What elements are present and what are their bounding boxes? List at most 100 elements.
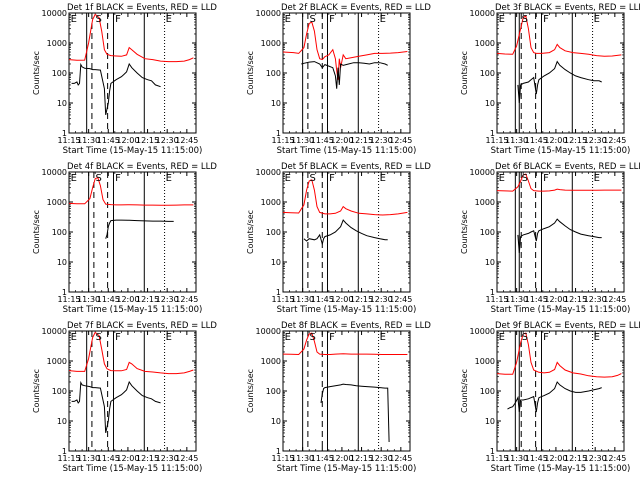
events-series-line xyxy=(71,380,161,434)
x-tick-label: 12:00 xyxy=(116,295,139,304)
y-axis-label: Counts/sec xyxy=(32,210,41,254)
x-tick-label: 11:45 xyxy=(97,454,120,463)
y-tick-label: 1 xyxy=(490,447,495,456)
y-axis-label: Counts/sec xyxy=(246,51,255,95)
plot-title: Det 5f BLACK = Events, RED = LLD xyxy=(281,162,431,172)
detector-plot-6: Det 6f BLACK = Events, RED = LLD 1 10 100 10… xyxy=(460,162,640,315)
x-tick-label: 11:30 xyxy=(291,295,314,304)
region-label: E xyxy=(285,14,291,25)
region-label: E xyxy=(499,173,505,184)
x-tick-label: 11:45 xyxy=(97,136,120,145)
region-label: E xyxy=(380,14,386,25)
y-tick-label: 10 xyxy=(271,99,281,108)
region-label: S xyxy=(522,14,528,25)
plot-frame xyxy=(282,330,411,452)
x-axis-label: Start Time (15-May-15 11:15:00) xyxy=(277,464,417,474)
plot-title: Det 4f BLACK = Events, RED = LLD xyxy=(67,162,217,172)
x-tick-label: 11:45 xyxy=(311,295,334,304)
x-axis-label: Start Time (15-May-15 11:15:00) xyxy=(63,305,203,315)
x-tick-label: 12:45 xyxy=(175,136,198,145)
y-tick-label: 10000 xyxy=(42,168,67,177)
region-label: E xyxy=(594,14,600,25)
x-tick-label: 11:45 xyxy=(311,136,334,145)
x-tick-label: 11:30 xyxy=(505,454,528,463)
x-tick-label: 12:30 xyxy=(584,454,607,463)
detector-plot-3: Det 3f BLACK = Events, RED = LLD 1 10 100 10… xyxy=(460,3,640,156)
plot-frame xyxy=(68,12,197,134)
x-tick-label: 12:15 xyxy=(136,136,159,145)
events-series-line xyxy=(517,60,602,104)
x-tick-label: 12:15 xyxy=(564,136,587,145)
x-tick-label: 12:30 xyxy=(584,136,607,145)
x-axis-label: Start Time (15-May-15 11:15:00) xyxy=(63,464,203,474)
plot-title: Det 2f BLACK = Events, RED = LLD xyxy=(281,3,431,13)
plot-frame xyxy=(68,171,197,293)
y-tick-label: 10000 xyxy=(470,9,495,18)
y-tick-label: 1000 xyxy=(47,357,67,366)
region-label: S xyxy=(310,173,316,184)
x-tick-label: 12:45 xyxy=(603,295,626,304)
x-tick-label: 11:45 xyxy=(97,295,120,304)
plot-frame xyxy=(282,171,411,293)
region-label: E xyxy=(166,173,172,184)
detector-plot-8: Det 8f BLACK = Events, RED = LLD 1 10 100 10… xyxy=(246,321,431,474)
y-tick-label: 100 xyxy=(266,69,281,78)
region-label: F xyxy=(543,332,549,343)
y-tick-label: 1 xyxy=(62,129,67,138)
region-label: E xyxy=(499,332,505,343)
detector-plot-7: Det 7f BLACK = Events, RED = LLD 1 10 100 10… xyxy=(32,321,217,474)
events-series-line xyxy=(507,381,602,413)
x-axis-label: Start Time (15-May-15 11:15:00) xyxy=(63,146,203,156)
region-label: S xyxy=(310,14,316,25)
x-tick-label: 12:30 xyxy=(156,454,179,463)
x-tick-label: 12:00 xyxy=(330,136,353,145)
region-label: F xyxy=(543,14,549,25)
x-tick-label: 11:45 xyxy=(525,295,548,304)
x-tick-label: 11:15 xyxy=(271,454,294,463)
x-tick-label: 11:15 xyxy=(485,136,508,145)
x-tick-label: 12:30 xyxy=(156,136,179,145)
x-tick-label: 12:30 xyxy=(584,295,607,304)
x-tick-label: 12:45 xyxy=(603,136,626,145)
detector-plot-2: Det 2f BLACK = Events, RED = LLD 1 10 100 10… xyxy=(246,3,431,156)
x-tick-label: 11:15 xyxy=(271,295,294,304)
events-series-line xyxy=(301,61,388,89)
region-label: F xyxy=(115,173,121,184)
detector-plot-1: Det 1f BLACK = Events, RED = LLD 1 10 100 10… xyxy=(32,3,217,156)
x-tick-label: 12:00 xyxy=(544,454,567,463)
region-label: F xyxy=(329,332,335,343)
x-tick-label: 11:45 xyxy=(311,454,334,463)
x-tick-label: 12:45 xyxy=(175,454,198,463)
region-label: E xyxy=(166,332,172,343)
x-tick-label: 12:00 xyxy=(116,136,139,145)
region-label: E xyxy=(594,332,600,343)
x-tick-label: 12:15 xyxy=(136,454,159,463)
x-tick-label: 12:15 xyxy=(136,295,159,304)
x-tick-label: 12:00 xyxy=(330,295,353,304)
region-label: E xyxy=(594,173,600,184)
lld-series-line xyxy=(69,176,194,206)
x-tick-label: 12:15 xyxy=(350,295,373,304)
y-tick-label: 10 xyxy=(57,417,67,426)
y-tick-label: 1 xyxy=(490,129,495,138)
plot-frame xyxy=(496,330,625,452)
y-tick-label: 1000 xyxy=(261,198,281,207)
y-tick-label: 100 xyxy=(266,228,281,237)
y-tick-label: 1000 xyxy=(261,357,281,366)
region-label: E xyxy=(71,332,77,343)
x-tick-label: 11:30 xyxy=(291,136,314,145)
y-tick-label: 10 xyxy=(57,99,67,108)
y-axis-label: Counts/sec xyxy=(32,51,41,95)
y-tick-label: 10 xyxy=(271,258,281,267)
y-tick-label: 1 xyxy=(490,288,495,297)
region-label: E xyxy=(71,14,77,25)
lld-series-line xyxy=(497,332,622,378)
y-axis-label: Counts/sec xyxy=(460,51,469,95)
region-label: S xyxy=(522,173,528,184)
x-tick-label: 12:30 xyxy=(156,295,179,304)
y-tick-label: 1 xyxy=(62,447,67,456)
x-tick-label: 12:30 xyxy=(370,136,393,145)
x-tick-label: 11:15 xyxy=(485,454,508,463)
x-tick-label: 11:15 xyxy=(485,295,508,304)
region-label: E xyxy=(380,332,386,343)
